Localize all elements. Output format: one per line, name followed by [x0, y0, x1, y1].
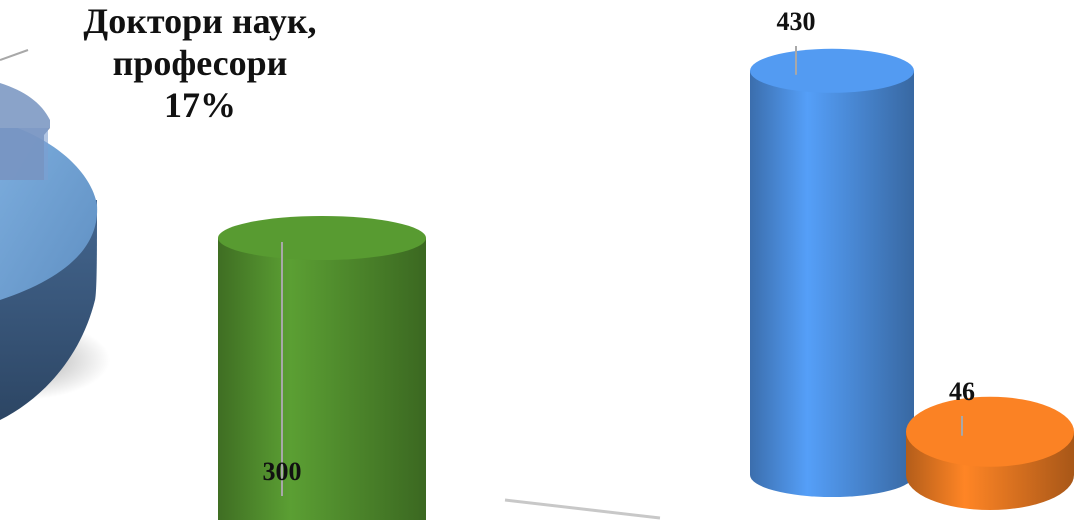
pie-leader-line: [0, 49, 29, 61]
bar-cylinder-2: 46: [906, 377, 1074, 510]
pie-slice-doctors-top: [0, 82, 50, 128]
bar-body-1: [750, 70, 914, 498]
bar-top-0: [218, 216, 426, 260]
pie-slice-label: Доктори наук, професори 17%: [40, 0, 360, 126]
bar-axis-line: [504, 498, 661, 520]
pie-label-percent: 17%: [164, 85, 236, 125]
bar-data-label-0: 300: [263, 457, 302, 486]
bar-series: 300 430 46: [218, 7, 1074, 525]
bar-cylinder-1: 430: [750, 7, 914, 498]
bar-cylinder-0: 300: [218, 216, 426, 525]
bar-top-1: [750, 48, 914, 93]
bar-data-label-2: 46: [949, 377, 975, 406]
pie-label-line1: Доктори наук,: [83, 1, 317, 41]
bar-top-2: [906, 396, 1074, 467]
bar-body-0: [218, 238, 426, 525]
pie-slice-doctors-face: [0, 128, 48, 180]
pie-chart: [0, 49, 110, 420]
bar-data-label-1: 430: [777, 7, 816, 36]
pie-label-line2: професори: [112, 43, 288, 83]
